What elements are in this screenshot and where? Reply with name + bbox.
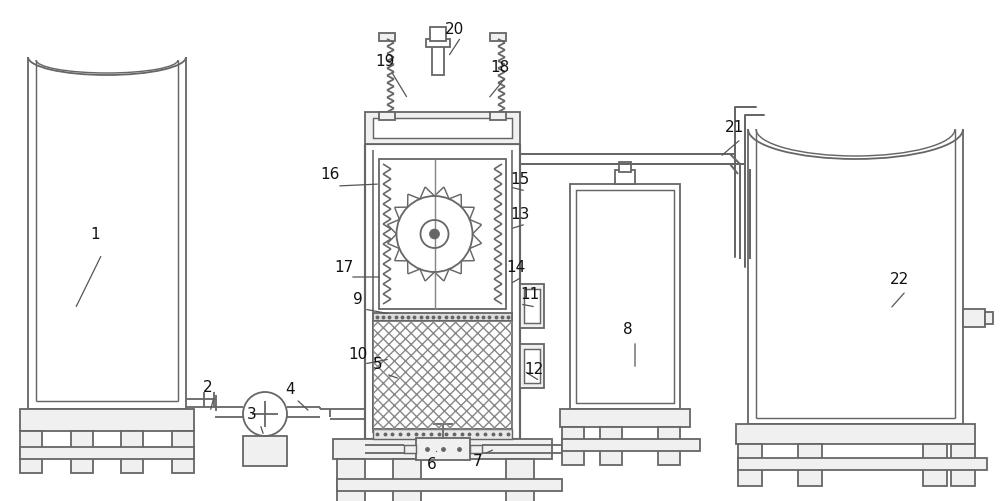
Bar xyxy=(520,285,544,328)
Text: 3: 3 xyxy=(247,407,257,422)
Bar xyxy=(524,290,540,323)
Bar xyxy=(560,409,690,427)
Bar xyxy=(562,427,584,465)
Text: 18: 18 xyxy=(490,61,510,75)
Text: 13: 13 xyxy=(510,207,530,222)
Bar xyxy=(506,459,534,501)
Bar xyxy=(393,459,421,501)
Text: 5: 5 xyxy=(373,357,383,372)
Text: 2: 2 xyxy=(203,380,213,395)
Circle shape xyxy=(430,229,440,239)
Bar xyxy=(432,46,444,76)
Text: 6: 6 xyxy=(427,456,437,471)
Bar xyxy=(658,427,680,465)
Bar xyxy=(985,313,993,324)
Bar xyxy=(570,185,680,409)
Text: 8: 8 xyxy=(623,322,633,337)
Bar xyxy=(71,431,93,473)
Bar xyxy=(576,190,674,403)
Bar xyxy=(28,58,186,409)
Bar xyxy=(798,444,822,486)
Bar xyxy=(337,479,562,491)
Bar xyxy=(470,445,482,453)
Bar xyxy=(923,444,947,486)
FancyBboxPatch shape xyxy=(46,58,168,409)
Bar xyxy=(379,113,395,121)
Text: 22: 22 xyxy=(890,272,910,287)
Bar xyxy=(379,160,506,310)
Bar xyxy=(963,310,985,327)
Bar xyxy=(20,409,194,431)
Bar xyxy=(416,438,470,460)
Bar xyxy=(748,130,963,424)
Text: 11: 11 xyxy=(520,287,540,302)
Bar xyxy=(562,439,700,451)
Bar xyxy=(615,171,635,185)
Text: 12: 12 xyxy=(524,362,544,377)
Text: 16: 16 xyxy=(320,167,340,182)
Text: 10: 10 xyxy=(348,347,368,362)
Text: 17: 17 xyxy=(334,260,354,275)
Bar xyxy=(373,321,512,429)
Bar xyxy=(524,349,540,383)
Bar xyxy=(426,40,450,48)
Text: 19: 19 xyxy=(375,55,395,69)
Bar xyxy=(600,427,622,465)
Bar xyxy=(373,321,512,429)
Bar xyxy=(373,119,512,139)
Bar xyxy=(951,444,975,486)
Text: 9: 9 xyxy=(353,292,363,307)
Text: 7: 7 xyxy=(473,453,483,468)
Text: 15: 15 xyxy=(510,172,530,187)
Bar xyxy=(379,34,395,42)
Text: 4: 4 xyxy=(285,382,295,397)
Bar xyxy=(365,113,520,145)
Bar xyxy=(243,436,287,466)
Bar xyxy=(619,163,631,173)
Text: 1: 1 xyxy=(90,227,100,242)
Bar xyxy=(404,445,416,453)
Text: 20: 20 xyxy=(445,23,465,38)
Bar xyxy=(520,344,544,388)
Bar xyxy=(172,431,194,473)
Bar xyxy=(736,424,975,444)
Bar xyxy=(490,34,506,42)
Bar xyxy=(373,429,512,439)
Text: 21: 21 xyxy=(725,120,745,135)
Bar xyxy=(337,459,365,501)
Bar xyxy=(20,431,42,473)
Bar xyxy=(738,444,762,486)
Bar xyxy=(738,458,987,470)
Bar xyxy=(20,447,194,459)
Bar xyxy=(373,313,512,321)
Text: 14: 14 xyxy=(506,260,526,275)
Bar xyxy=(430,28,446,42)
Bar xyxy=(490,113,506,121)
Bar xyxy=(333,439,552,459)
Bar xyxy=(121,431,143,473)
